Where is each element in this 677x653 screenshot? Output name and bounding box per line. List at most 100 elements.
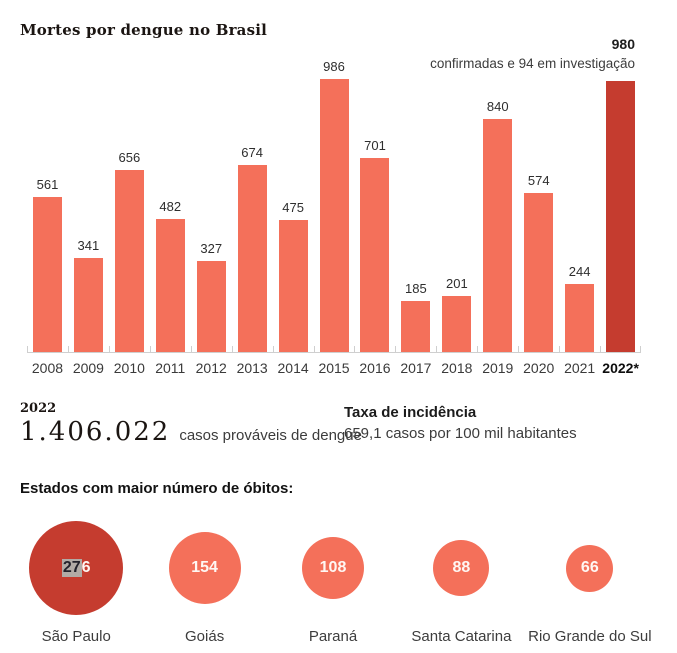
state-item: 66 Rio Grande do Sul [526,512,654,645]
bar-column-2011: 482 [150,60,191,352]
bar-column-2017: 185 [395,60,436,352]
state-name-label: Goiás [185,628,225,645]
axis-tick [108,346,110,352]
annotation-value: 980 [611,36,635,52]
bar-2021 [565,284,595,352]
bar-column-2012: 327 [191,60,232,352]
cases-number: 1.406.022 [20,417,171,447]
axis-tick [231,346,233,352]
axis-tick [559,346,561,352]
state-name-label: Rio Grande do Sul [528,628,652,645]
axis-tick [436,346,438,352]
bar-2013 [237,165,267,352]
x-axis-labels: 2008 2009 2010 2011 2012 2013 2014 2015 2016 2017… [27,353,641,376]
bar-2012 [196,261,226,352]
axis-tick [518,346,520,352]
bar-value-label: 185 [405,281,427,296]
state-value: 6 [81,559,91,576]
state-bubble: 27 6 [29,521,124,615]
incidence-text: 659,1 casos por 100 mil habitantes [344,425,577,442]
axis-tick [149,346,151,352]
bar-column-2019: 840 [477,60,518,352]
x-axis-label-2009: 2009 [72,360,104,376]
state-bubble-holder: 66 [566,512,614,624]
bar-chart: 561 341 656 482 327 674 475 986 701 185 201 840 574 2… [27,60,641,353]
bar-column-2018: 201 [436,60,477,352]
state-bubble-holder: 154 [168,512,241,624]
chart-annotation: 980 confirmadas e 94 em investigação [430,36,635,71]
bar-value-label: 244 [568,264,591,279]
state-item: 154 Goiás [140,512,268,645]
bar-2014 [278,220,308,352]
state-item: 27 6 São Paulo [12,512,140,645]
x-axis-label-2016: 2016 [359,360,391,376]
incidence-title: Taxa de incidência [344,404,477,421]
state-name-label: Paraná [308,628,358,645]
bar-value-label: 475 [282,200,304,215]
bar-column-2014: 475 [273,60,314,352]
axis-tick [600,346,602,352]
bar-column-2008: 561 [27,60,68,352]
bar-2016 [360,158,390,352]
bar-value-label: 327 [200,241,223,256]
x-axis-label-2021: 2021 [564,360,596,376]
bar-2018 [442,296,472,352]
bar-column-2021: 244 [559,60,600,352]
x-axis-label-2017: 2017 [400,360,432,376]
bar-column-2013: 674 [232,60,273,352]
bar-value-label: 561 [36,177,59,192]
bar-value-label: 701 [364,138,386,153]
x-axis-label-2022: 2022* [602,360,639,376]
bar-column-2022 [600,60,641,352]
bar-2020 [524,193,554,352]
axis-tick [27,346,28,352]
axis-tick [313,346,315,352]
state-name-label: Santa Catarina [411,628,512,645]
axis-tick [477,346,479,352]
stat-year-label: 2022 [20,401,57,416]
x-axis-label-2008: 2008 [31,360,64,376]
axis-tick [395,346,397,352]
state-name-label: São Paulo [41,628,111,645]
state-bubble: 154 [168,532,241,604]
x-axis-label-2014: 2014 [277,360,309,376]
bar-value-label: 840 [486,99,509,114]
state-item: 108 Paraná [269,512,397,645]
selected-text: 27 [61,559,82,577]
bar-2022 [606,81,636,352]
bar-value-label: 482 [159,199,182,214]
states-bubbles: 27 6 São Paulo 154 Goiás 108 Paraná 88 Santa Cat… [12,512,654,645]
axis-tick [354,346,356,352]
bar-column-2009: 341 [68,60,109,352]
bar-value-label: 341 [77,238,100,253]
annotation-text: confirmadas e 94 em investigação [430,56,635,71]
bar-column-2020: 574 [518,60,559,352]
x-axis-label-2010: 2010 [113,360,145,376]
bar-value-label: 201 [445,276,468,291]
axis-tick [67,346,69,352]
state-bubble-holder: 88 [433,512,490,624]
state-bubble: 66 [566,544,614,592]
bar-2015 [319,79,349,352]
cases-stat: 2022 1.406.022 casos prováveis de dengue [20,401,362,447]
x-axis-label-2020: 2020 [523,360,555,376]
x-axis-label-2013: 2013 [236,360,268,376]
state-bubble-holder: 108 [302,512,365,624]
bar-column-2010: 656 [109,60,150,352]
bar-2019 [483,119,513,352]
x-axis-label-2011: 2011 [155,360,186,376]
state-bubble: 108 [302,537,365,599]
page-title: Mortes por dengue no Brasil [20,21,268,39]
state-item: 88 Santa Catarina [397,512,525,645]
x-axis-label-2019: 2019 [482,360,514,376]
bar-2008 [32,197,62,352]
states-heading: Estados com maior número de óbitos: [20,480,294,497]
bar-2011 [155,219,185,352]
bar-2009 [73,258,103,352]
bar-value-label: 574 [527,173,550,188]
bar-value-label: 986 [323,59,345,74]
axis-tick [640,346,641,352]
state-bubble-holder: 27 6 [29,512,124,624]
bar-value-label: 674 [241,145,263,160]
